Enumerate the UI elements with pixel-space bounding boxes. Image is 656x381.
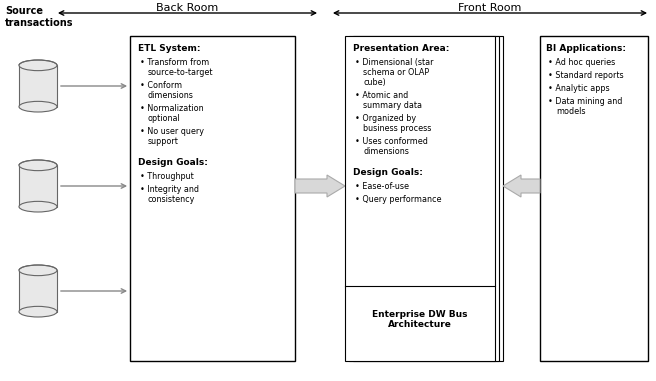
Text: • Normalization: • Normalization [140,104,203,113]
Ellipse shape [19,101,57,112]
Text: consistency: consistency [148,195,195,204]
Text: optional: optional [148,114,181,123]
Text: • Transform from: • Transform from [140,58,209,67]
Bar [19,271,57,312]
Text: • Analytic apps: • Analytic apps [548,84,609,93]
Text: • Organized by: • Organized by [355,114,416,123]
Bar [19,65,57,107]
Text: support: support [148,137,179,146]
Text: • Ease-of-use: • Ease-of-use [355,182,409,191]
Text: schema or OLAP: schema or OLAP [363,68,429,77]
Text: • No user query: • No user query [140,127,204,136]
Text: • Query performance: • Query performance [355,195,441,204]
Text: Presentation Area:: Presentation Area: [353,44,449,53]
Text: • Conform: • Conform [140,81,182,90]
Ellipse shape [19,265,57,275]
Text: • Ad hoc queries: • Ad hoc queries [548,58,615,67]
Polygon shape [295,175,345,197]
Text: ETL System:: ETL System: [138,44,201,53]
Bar [345,36,495,361]
Bar [19,165,57,207]
Ellipse shape [19,60,57,70]
Text: cube): cube) [363,78,386,87]
Bar [540,36,648,361]
Text: Back Room: Back Room [156,3,218,13]
Text: • Standard reports: • Standard reports [548,71,624,80]
Text: dimensions: dimensions [148,91,194,100]
Bar [130,36,295,361]
Bar [353,36,503,361]
Text: Design Goals:: Design Goals: [353,168,423,177]
Text: BI Applications:: BI Applications: [546,44,626,53]
Text: source-to-target: source-to-target [148,68,213,77]
Text: • Data mining and: • Data mining and [548,97,623,106]
Text: Design Goals:: Design Goals: [138,158,208,167]
Text: summary data: summary data [363,101,422,110]
Text: • Integrity and: • Integrity and [140,185,199,194]
Text: Front Room: Front Room [459,3,522,13]
Text: • Atomic and: • Atomic and [355,91,408,100]
Text: dimensions: dimensions [363,147,409,156]
Text: • Throughput: • Throughput [140,172,194,181]
Bar [349,36,499,361]
Text: Source
transactions: Source transactions [5,6,73,27]
Ellipse shape [19,202,57,212]
Text: business process: business process [363,124,432,133]
Polygon shape [503,175,540,197]
Ellipse shape [19,306,57,317]
Text: Enterprise DW Bus
Architecture: Enterprise DW Bus Architecture [372,310,468,329]
Text: • Uses conformed: • Uses conformed [355,137,428,146]
Text: • Dimensional (star: • Dimensional (star [355,58,434,67]
Ellipse shape [19,160,57,171]
Text: models: models [556,107,586,116]
